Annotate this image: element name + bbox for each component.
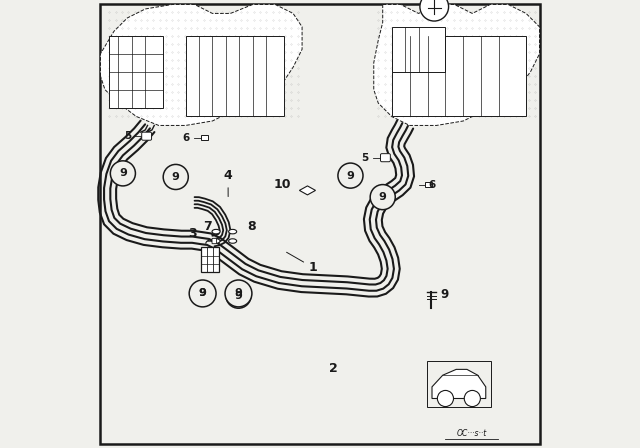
Text: 7: 7 [203, 220, 211, 233]
Text: 10: 10 [273, 178, 291, 191]
Text: 9: 9 [119, 168, 127, 178]
Ellipse shape [228, 239, 237, 243]
Bar [427, 361, 491, 407]
Bar [392, 36, 526, 116]
Circle shape [226, 283, 251, 308]
Text: 9: 9 [198, 289, 207, 298]
Text: 9: 9 [234, 289, 243, 298]
FancyBboxPatch shape [141, 132, 152, 140]
Circle shape [225, 280, 252, 307]
Bar [186, 36, 284, 116]
Text: 4: 4 [223, 169, 232, 197]
Bar [201, 135, 207, 140]
Text: 5: 5 [361, 153, 369, 163]
Circle shape [110, 161, 136, 186]
Polygon shape [300, 186, 316, 195]
Text: OC···s··t: OC···s··t [456, 429, 486, 438]
Text: 9: 9 [198, 289, 207, 298]
Ellipse shape [212, 229, 220, 234]
Text: 3: 3 [188, 227, 196, 241]
Text: 9: 9 [440, 288, 448, 301]
Text: 9: 9 [346, 171, 355, 181]
Bar [109, 36, 163, 108]
Polygon shape [100, 4, 302, 125]
Circle shape [370, 185, 396, 210]
Text: 2: 2 [329, 362, 338, 375]
Circle shape [420, 0, 449, 21]
Circle shape [163, 164, 188, 190]
Bar [392, 27, 445, 72]
Circle shape [338, 163, 363, 188]
Polygon shape [432, 369, 486, 399]
Text: 9: 9 [172, 172, 180, 182]
Text: 6: 6 [428, 180, 436, 190]
Text: 5: 5 [125, 131, 132, 141]
Circle shape [189, 280, 216, 307]
Circle shape [437, 390, 454, 407]
Text: 1: 1 [287, 252, 317, 274]
Text: 9: 9 [234, 291, 243, 301]
Circle shape [464, 390, 481, 407]
Ellipse shape [212, 239, 220, 243]
FancyBboxPatch shape [212, 238, 216, 244]
FancyBboxPatch shape [380, 154, 390, 162]
Text: 6: 6 [183, 133, 190, 142]
Bar [201, 247, 219, 272]
Bar [425, 182, 431, 187]
Text: 9: 9 [379, 192, 387, 202]
Text: 8: 8 [248, 220, 256, 233]
Ellipse shape [228, 229, 237, 234]
Circle shape [190, 281, 215, 306]
Polygon shape [374, 4, 540, 125]
